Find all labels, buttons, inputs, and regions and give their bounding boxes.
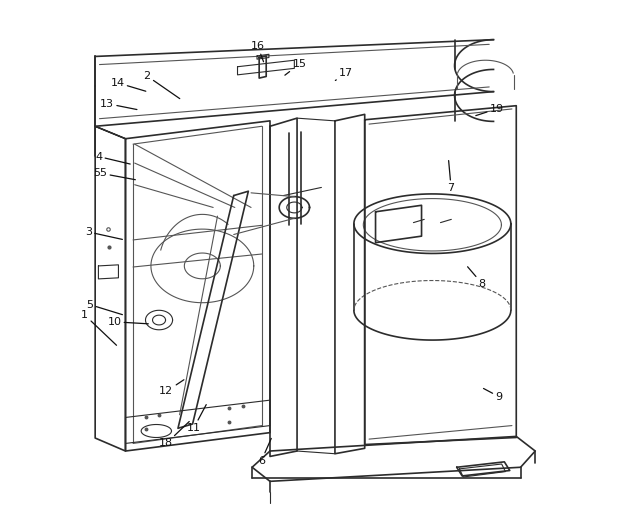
Text: 14: 14 [111,78,146,91]
Text: 18: 18 [159,421,189,449]
Text: 55: 55 [94,168,135,180]
Text: 3: 3 [85,227,123,240]
Text: 16: 16 [251,42,265,62]
Text: 13: 13 [100,98,137,109]
Text: 19: 19 [476,104,504,116]
Text: 1: 1 [82,310,116,345]
Text: 2: 2 [143,71,179,98]
Text: 4: 4 [95,152,130,164]
Text: 10: 10 [107,317,149,327]
Text: 17: 17 [336,68,353,80]
Text: 9: 9 [483,389,502,402]
Text: 12: 12 [159,380,184,396]
Text: 15: 15 [285,59,307,75]
Text: 5: 5 [87,300,123,315]
Text: 7: 7 [447,160,454,193]
Text: 11: 11 [187,405,206,433]
Text: 8: 8 [468,267,486,289]
Text: 6: 6 [258,439,271,466]
